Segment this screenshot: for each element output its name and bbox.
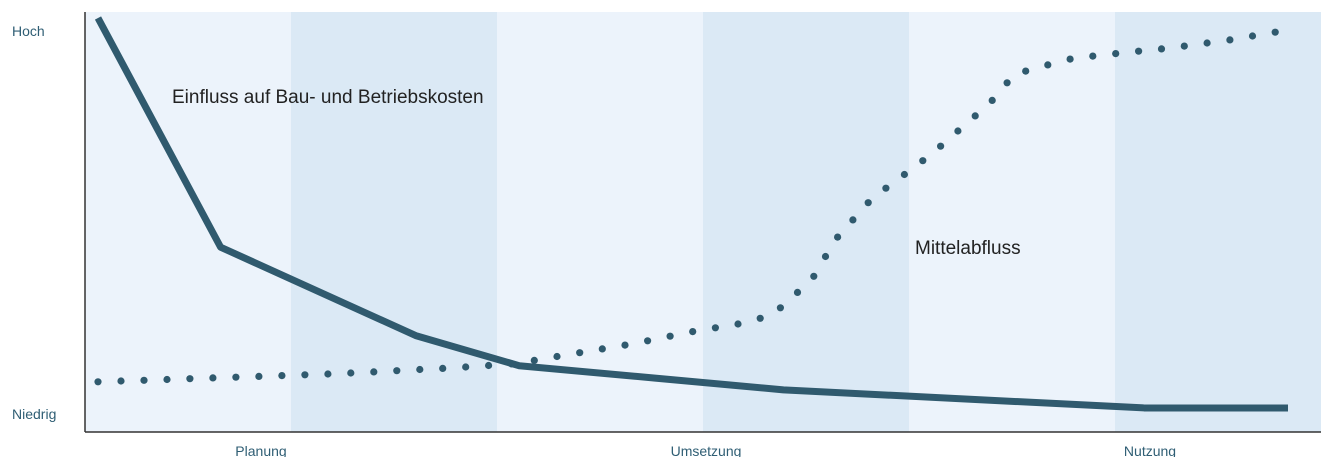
series-dot-mittelabfluss xyxy=(301,371,309,379)
series-dot-mittelabfluss xyxy=(882,184,890,192)
phase-band-0 xyxy=(85,12,292,432)
x-phase-label-umsetzung: Umsetzung xyxy=(671,443,742,457)
series-dot-mittelabfluss xyxy=(954,127,962,135)
series-dot-mittelabfluss xyxy=(278,372,286,380)
series-dot-mittelabfluss xyxy=(140,376,148,384)
annotation-mittelabfluss: Mittelabfluss xyxy=(915,238,1021,259)
series-dot-mittelabfluss xyxy=(666,332,674,340)
x-phase-label-nutzung: Nutzung xyxy=(1124,443,1176,457)
phase-band-3 xyxy=(703,12,910,432)
annotation-einfluss: Einfluss auf Bau- und Betriebskosten xyxy=(172,87,484,108)
series-dot-mittelabfluss xyxy=(576,349,584,357)
series-dot-mittelabfluss xyxy=(1022,67,1030,75)
series-dot-mittelabfluss xyxy=(900,170,909,179)
series-dot-mittelabfluss xyxy=(1044,61,1052,69)
series-dot-mittelabfluss xyxy=(971,112,979,120)
series-dot-mittelabfluss xyxy=(324,370,332,378)
series-dot-mittelabfluss xyxy=(1112,50,1120,58)
series-dot-mittelabfluss xyxy=(689,328,697,336)
series-dot-mittelabfluss xyxy=(485,361,493,370)
series-dot-mittelabfluss xyxy=(439,364,447,372)
series-dot-mittelabfluss xyxy=(186,375,194,383)
series-dot-mittelabfluss xyxy=(621,341,629,349)
series-dot-mittelabfluss xyxy=(255,372,263,380)
series-dot-mittelabfluss xyxy=(821,252,830,261)
series-dot-mittelabfluss xyxy=(530,356,538,364)
series-dot-mittelabfluss xyxy=(462,363,470,371)
series-dot-mittelabfluss xyxy=(209,374,217,382)
series-dot-mittelabfluss xyxy=(1226,36,1234,44)
series-dot-mittelabfluss xyxy=(1203,39,1211,47)
series-dot-mittelabfluss xyxy=(937,142,945,150)
series-dot-mittelabfluss xyxy=(370,368,378,376)
series-dot-mittelabfluss xyxy=(756,314,764,322)
series-dot-mittelabfluss xyxy=(117,377,125,385)
series-dot-mittelabfluss xyxy=(553,352,561,361)
series-dot-mittelabfluss xyxy=(347,369,355,377)
y-tick-label-high: Hoch xyxy=(12,23,45,39)
series-line-einfluss xyxy=(94,16,1288,412)
series-dot-mittelabfluss xyxy=(734,320,742,328)
phase-bands xyxy=(85,12,1321,432)
phase-band-5 xyxy=(1115,12,1321,432)
series-dot-mittelabfluss xyxy=(1180,42,1188,50)
series-dot-mittelabfluss xyxy=(232,373,240,381)
series-dot-mittelabfluss xyxy=(711,324,720,332)
series-dot-mittelabfluss xyxy=(810,272,818,280)
series-dot-mittelabfluss xyxy=(1157,45,1166,53)
y-tick-label-low: Niedrig xyxy=(12,406,56,422)
series-dot-mittelabfluss xyxy=(1003,79,1011,87)
series-dot-mittelabfluss xyxy=(849,216,857,224)
series-dot-mittelabfluss xyxy=(416,365,424,374)
series-dot-mittelabfluss xyxy=(644,337,652,345)
series-dot-mittelabfluss xyxy=(508,360,516,368)
phase-band-1 xyxy=(291,12,498,432)
series-dot-mittelabfluss xyxy=(988,96,996,104)
series-dot-mittelabfluss xyxy=(163,375,171,384)
phase-band-4 xyxy=(909,12,1116,432)
series-dot-mittelabfluss xyxy=(94,378,102,386)
series-dot-mittelabfluss xyxy=(776,304,785,312)
series-dot-mittelabfluss xyxy=(1135,47,1143,55)
series-dot-mittelabfluss xyxy=(1066,55,1074,63)
series-dot-mittelabfluss xyxy=(1271,28,1279,36)
series-dot-mittelabfluss xyxy=(1089,52,1097,60)
series-layer xyxy=(94,16,1288,412)
x-phase-label-planung: Planung xyxy=(235,443,286,457)
series-dot-mittelabfluss xyxy=(793,288,802,296)
series-dot-mittelabfluss xyxy=(598,345,606,353)
series-dot-mittelabfluss xyxy=(919,157,927,165)
series-dot-mittelabfluss xyxy=(834,233,842,241)
series-dot-mittelabfluss xyxy=(864,199,872,207)
series-dot-mittelabfluss xyxy=(393,367,401,375)
series-dot-mittelabfluss xyxy=(1248,32,1257,40)
